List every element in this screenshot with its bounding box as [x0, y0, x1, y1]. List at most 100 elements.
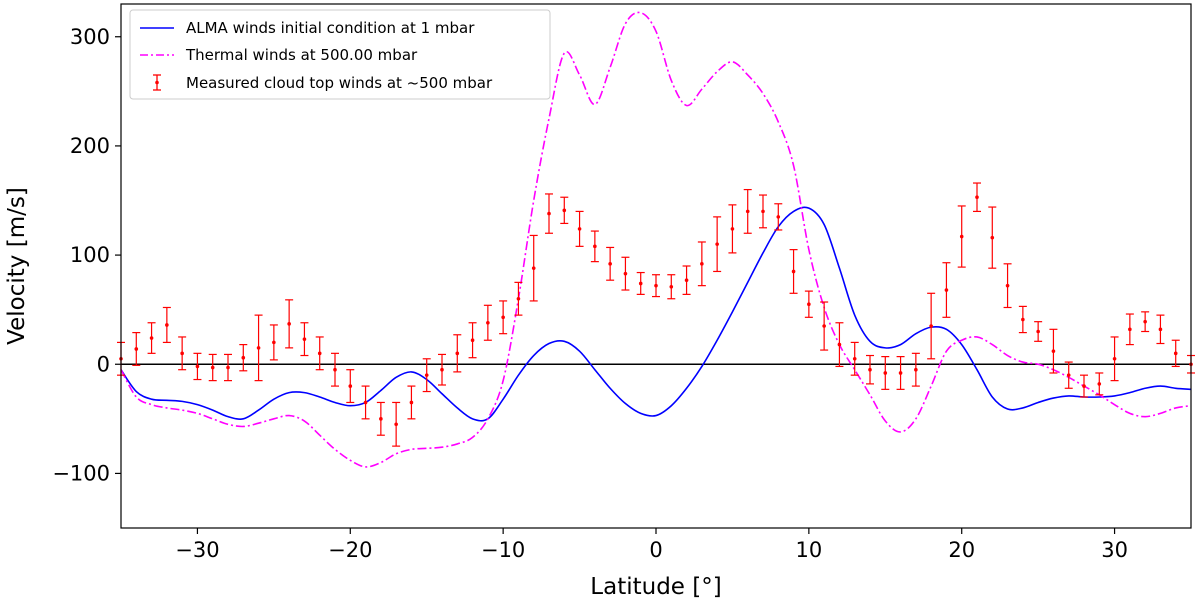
errorbar-marker: [577, 227, 582, 231]
errorbar-marker: [486, 320, 490, 325]
errorbar-marker: [165, 323, 169, 327]
errorbar-marker: [684, 278, 689, 282]
errorbar-marker: [1112, 356, 1117, 361]
errorbar-marker: [1097, 382, 1102, 386]
errorbar-point: [590, 230, 599, 263]
legend-label-alma: ALMA winds initial condition at 1 mbar: [186, 19, 475, 37]
y-tick-label: 300: [70, 25, 110, 49]
errorbar-point: [1095, 372, 1104, 396]
errorbar-point: [178, 336, 187, 371]
errorbar-point: [529, 234, 538, 302]
errorbar-marker: [608, 262, 612, 266]
errorbar-marker: [1082, 384, 1086, 388]
errorbar-marker: [470, 338, 475, 343]
errorbar-point: [1064, 361, 1073, 389]
errorbar-point: [438, 353, 446, 386]
errorbar-marker: [807, 302, 811, 307]
errorbar-marker: [1005, 283, 1010, 288]
errorbar-point: [483, 304, 492, 341]
errorbar-point: [162, 306, 171, 344]
errorbar-marker: [562, 208, 567, 213]
errorbar-point: [545, 193, 553, 234]
errorbar-marker: [1051, 349, 1056, 353]
errorbar-marker: [975, 195, 979, 200]
errorbar-point: [652, 274, 660, 298]
errorbar-point: [300, 322, 309, 357]
x-tick-label: 10: [795, 538, 822, 562]
errorbar-point: [285, 299, 294, 349]
errorbar-point: [881, 356, 890, 390]
errorbar-marker: [1021, 317, 1025, 322]
errorbar-point: [392, 401, 401, 447]
errorbar-marker: [822, 324, 826, 328]
errorbar-point: [866, 354, 874, 385]
errorbar-point: [896, 356, 905, 390]
x-axis-ticks: −30 −20 −10 0 10 20 30: [175, 528, 1128, 562]
errorbar-marker: [302, 337, 307, 341]
errorbar-point: [315, 336, 324, 371]
errorbar-point: [759, 194, 767, 229]
errorbar-point: [927, 292, 936, 360]
x-tick-label: −10: [481, 538, 525, 562]
y-axis-ticks: −100 0 100 200 300: [52, 25, 121, 485]
y-tick-label: 100: [70, 243, 110, 267]
errorbar-point: [1049, 328, 1058, 374]
series-layer: [121, 11, 1191, 468]
errorbar-point: [667, 274, 676, 300]
errorbar-marker: [593, 244, 597, 249]
errorbar-point: [1034, 321, 1043, 342]
errorbar-point: [254, 314, 263, 382]
errorbar-point: [499, 300, 508, 335]
errorbar-point: [774, 203, 783, 231]
errorbar-marker: [379, 417, 383, 421]
errorbar-marker: [959, 234, 964, 239]
errorbar-point: [269, 324, 278, 361]
x-tick-label: 0: [649, 538, 662, 562]
legend-label-thermal: Thermal winds at 500.00 mbar: [185, 46, 418, 64]
errorbar-point: [575, 210, 584, 247]
errorbar-marker: [669, 284, 674, 289]
errorbar-point: [224, 353, 232, 382]
errorbar-marker: [1143, 319, 1147, 324]
errorbar-marker: [944, 288, 949, 292]
errorbar-point: [621, 256, 630, 291]
errorbar-marker: [623, 271, 628, 276]
errorbar-marker: [317, 351, 322, 356]
errorbar-marker: [195, 364, 200, 369]
errorbar-point: [743, 188, 752, 234]
errorbar-point: [514, 281, 523, 316]
errorbar-point: [239, 344, 248, 372]
errorbar-point: [346, 369, 355, 404]
y-tick-label: 200: [70, 134, 110, 158]
errorbar-marker: [180, 351, 184, 356]
y-tick-label: −100: [52, 461, 110, 485]
errorbar-point: [850, 341, 859, 376]
errorbar-point: [422, 358, 431, 393]
errorbar-point: [147, 322, 156, 354]
errorbar-point: [942, 262, 951, 318]
errorbar-layer: [117, 182, 1195, 447]
errorbar-point: [407, 385, 416, 420]
errorbar-point: [1003, 263, 1012, 309]
errorbar-marker: [272, 340, 276, 345]
errorbar-point: [468, 322, 477, 359]
errorbar-point: [1156, 314, 1165, 345]
errorbar-marker: [638, 281, 643, 286]
errorbar-marker: [516, 296, 521, 301]
legend-swatch-measured: [153, 74, 161, 91]
errorbar-marker: [700, 262, 704, 266]
errorbar-point: [957, 205, 966, 268]
errorbar-marker: [363, 400, 368, 405]
legend: ALMA winds initial condition at 1 mbar T…: [129, 9, 551, 100]
errorbar-marker: [730, 227, 735, 231]
errorbar-marker: [791, 269, 796, 274]
errorbar-marker: [990, 235, 995, 240]
errorbar-marker: [654, 283, 658, 288]
errorbar-point: [804, 290, 813, 318]
errorbar-marker: [531, 266, 536, 270]
errorbar-point: [682, 265, 691, 295]
errorbar-marker: [776, 215, 781, 219]
errorbar-marker: [852, 356, 857, 361]
errorbar-point: [331, 352, 339, 387]
errorbar-point: [820, 301, 829, 351]
